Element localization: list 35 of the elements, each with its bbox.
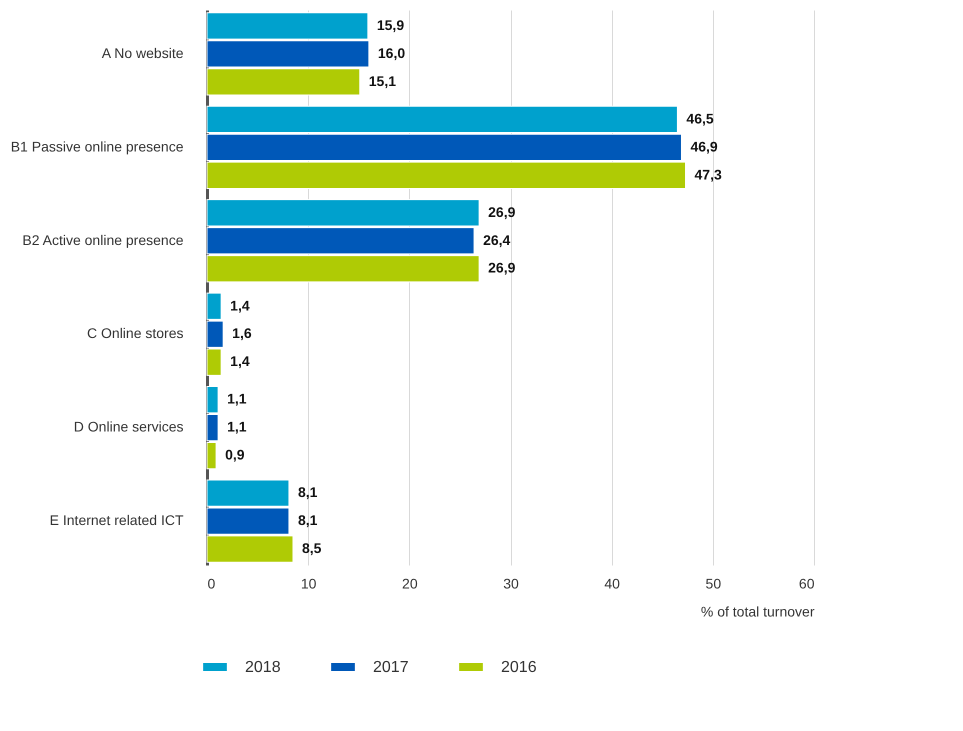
- data-label: 1,6: [232, 325, 252, 342]
- data-label: 15,9: [376, 16, 404, 33]
- x-tick-label: 10: [300, 576, 317, 592]
- legend-label: 2016: [501, 659, 537, 676]
- data-label: 1,1: [227, 390, 247, 407]
- data-label: 46,9: [690, 138, 718, 154]
- x-tick-label: 50: [706, 576, 722, 592]
- data-label: 1,1: [227, 418, 247, 435]
- data-label: 8,1: [298, 512, 318, 528]
- data-label: 0,9: [225, 446, 245, 463]
- x-tick-label: 30: [503, 576, 519, 592]
- data-label: 15,1: [368, 72, 396, 89]
- y-tick-label: B1 Passive online presence: [10, 138, 184, 154]
- data-label: 1,4: [230, 297, 250, 314]
- y-tick-label: A No website: [102, 44, 184, 61]
- legend-label: 2018: [245, 659, 281, 676]
- data-label: 8,5: [302, 540, 322, 556]
- x-axis-title: % of total turnover: [700, 604, 815, 620]
- data-label: 46,5: [686, 110, 714, 126]
- data-label: 26,4: [483, 232, 511, 248]
- data-label: 8,1: [298, 484, 318, 500]
- x-tick-label: 20: [402, 576, 418, 592]
- x-tick-label: 60: [798, 576, 815, 592]
- y-tick-label: D Online services: [74, 418, 184, 435]
- data-label: 26,9: [488, 260, 516, 276]
- legend-label: 2017: [373, 659, 409, 676]
- data-label: 26,9: [488, 204, 516, 220]
- y-tick-label: B2 Active online presence: [22, 232, 184, 248]
- data-label: 1,4: [230, 353, 250, 370]
- data-label: 47,3: [694, 166, 722, 182]
- x-tick-label: 40: [604, 576, 620, 592]
- y-tick-label: C Online stores: [87, 325, 184, 342]
- data-label: 16,0: [378, 44, 406, 61]
- y-tick-label: E Internet related ICT: [50, 512, 184, 528]
- x-tick-label: 0: [208, 576, 216, 592]
